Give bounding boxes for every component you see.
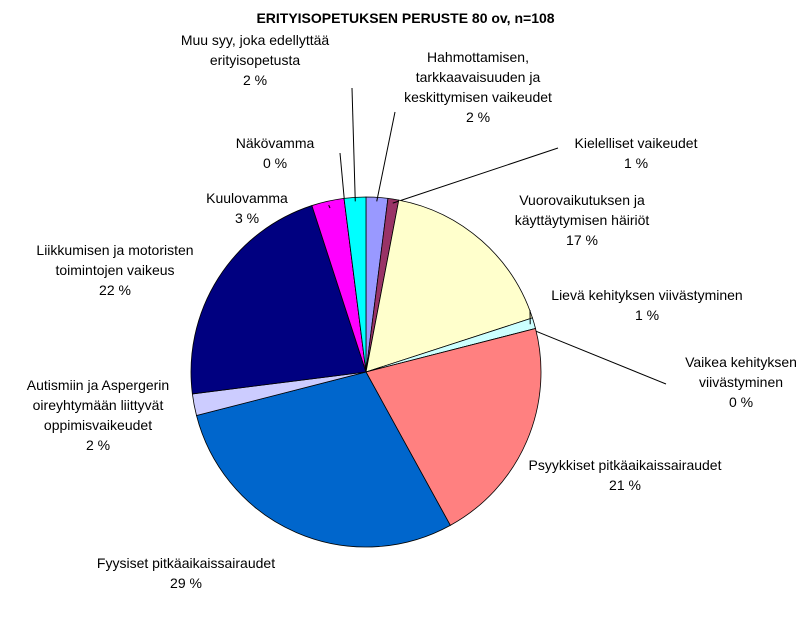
value-label: 3 % xyxy=(234,210,260,226)
pie-slice xyxy=(365,199,533,373)
slice-label: Psyykkiset pitkäaikaissairaudet xyxy=(528,457,722,473)
chart-title: ERITYISOPETUKSEN PERUSTE 80 ov, n=108 xyxy=(256,10,555,26)
leader-line xyxy=(328,204,331,209)
value-label: 29 % xyxy=(170,575,202,591)
slice-label: Fyysiset pitkäaikaissairaudet xyxy=(96,555,276,571)
value-label: 2 % xyxy=(242,72,268,88)
value-label: 17 % xyxy=(566,232,598,248)
leader-line xyxy=(376,111,396,202)
leader-line xyxy=(392,147,559,204)
value-label: 2 % xyxy=(465,109,491,125)
pie-slice xyxy=(365,327,542,526)
value-label: 1 % xyxy=(634,307,660,323)
value-label: 22 % xyxy=(99,282,131,298)
slice-label: Liikkumisen ja motoristen toimintojen va… xyxy=(36,242,194,278)
pie-slice xyxy=(190,205,367,395)
pie-slice xyxy=(196,371,451,548)
leader-line xyxy=(351,87,356,202)
value-label: 1 % xyxy=(623,155,649,171)
value-label: 2 % xyxy=(85,437,111,453)
slice-label: Muu syy, joka edellyttää erityisopetusta xyxy=(180,32,330,68)
slice-label: Kuulovamma xyxy=(206,190,288,206)
value-label: 0 % xyxy=(262,155,288,171)
slice-label: Lievä kehityksen viivästyminen xyxy=(551,287,743,303)
slice-label: Autismiin ja Aspergerin oireyhtymään lii… xyxy=(26,377,170,433)
leader-line xyxy=(531,329,667,385)
slice-label: Hahmottamisen, tarkkaavaisuuden ja keski… xyxy=(404,49,552,105)
value-label: 0 % xyxy=(728,394,754,410)
slice-label: Vaikea kehityksen viivästyminen xyxy=(685,354,797,390)
leader-line xyxy=(339,152,346,203)
value-label: 21 % xyxy=(609,477,641,493)
slice-label: Vuorovaikutuksen ja käyttäytymisen häiri… xyxy=(514,192,650,228)
slice-label: Kielelliset vaikeudet xyxy=(574,135,698,151)
slice-label: Näkövamma xyxy=(235,135,315,151)
